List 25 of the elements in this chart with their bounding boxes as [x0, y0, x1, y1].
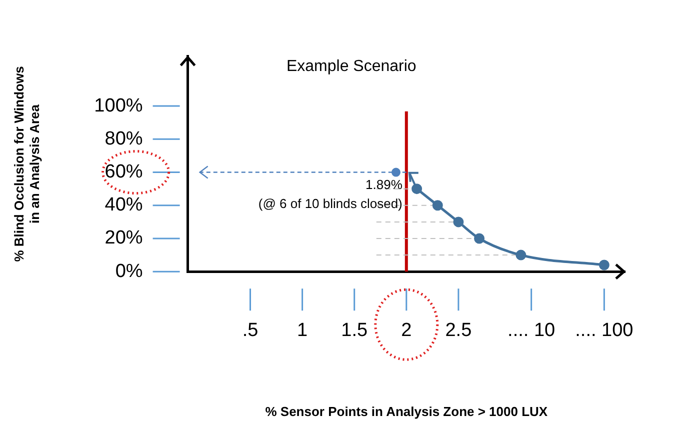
point [412, 184, 422, 194]
x-tick-label: 1 [297, 320, 308, 342]
annotation: 1.89% [366, 176, 403, 192]
x-tick-label: .... 10 [508, 320, 556, 342]
point [391, 168, 400, 177]
x-tick-label: 2.5 [445, 320, 472, 342]
y-axis-title: % Blind Occlusion for Windows in an Analysis Area [11, 66, 42, 262]
x-tick-label: .5 [242, 320, 258, 342]
point [474, 233, 485, 244]
y-tick-label: 100% [94, 95, 143, 116]
y-tick-label: 80% [104, 128, 143, 150]
x-tick-label: 2 [401, 320, 412, 342]
chart-title: Example Scenario [286, 58, 416, 75]
y-tick-label: 40% [104, 194, 143, 216]
annotation: (@ 6 of 10 blinds closed) [258, 196, 402, 211]
point [432, 200, 443, 211]
x-tick-label: .... 100 [575, 320, 634, 342]
point [516, 250, 526, 260]
x-axis-title: % Sensor Points in Analysis Zone > 1000 LUX [265, 404, 548, 419]
y-tick-label: 20% [104, 228, 143, 249]
point [598, 260, 610, 270]
x-tick-label: 1.5 [341, 320, 368, 342]
y-tick-label: 0% [115, 260, 143, 282]
point [453, 216, 464, 228]
y-tick-label: 60% [104, 162, 143, 183]
